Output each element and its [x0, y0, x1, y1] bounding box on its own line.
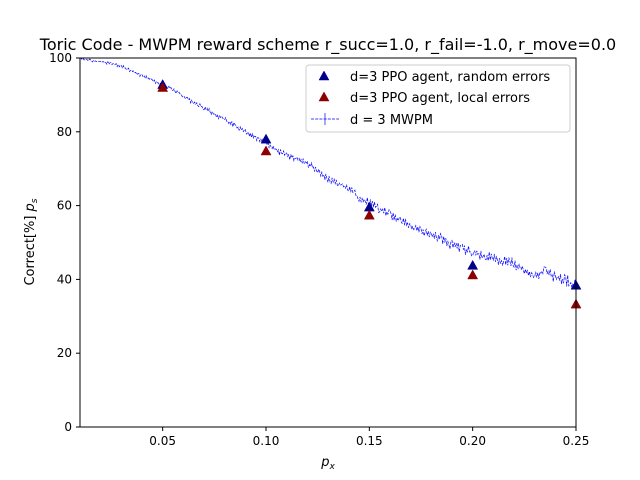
- y-tick-label: 0: [64, 420, 72, 434]
- random-errors-point: [260, 133, 272, 144]
- x-tick-label: 0.25: [563, 434, 590, 448]
- y-tick-label: 60: [57, 199, 72, 213]
- x-tick-label: 0.05: [149, 434, 176, 448]
- local-errors-point: [157, 82, 169, 92]
- legend-label: d = 3 MWPM: [350, 113, 433, 128]
- marker-layer: [157, 79, 582, 309]
- legend-marker-random: [318, 70, 330, 81]
- x-tick-label: 0.20: [459, 434, 486, 448]
- local-errors-point: [260, 145, 272, 156]
- mwpm-series: [80, 57, 577, 288]
- y-tick-label: 20: [57, 346, 72, 360]
- local-errors-point: [467, 269, 479, 280]
- legend: d=3 PPO agent, random errors d=3 PPO agen…: [305, 64, 571, 133]
- x-tick-label: 0.10: [253, 434, 280, 448]
- y-tick-label: 40: [57, 272, 72, 286]
- mwpm-line: [80, 57, 577, 288]
- chart-title: Toric Code - MWPM reward scheme r_succ=1…: [39, 35, 616, 55]
- y-tick-label: 100: [49, 51, 72, 65]
- axes-frame: [79, 57, 577, 428]
- legend-marker-local: [318, 91, 330, 102]
- random-errors-point: [467, 259, 479, 270]
- y-axis-label: Correct[%] ps: [23, 198, 40, 285]
- y-axis: 0 20 40 60 80 100: [49, 51, 80, 434]
- local-errors-point: [363, 209, 375, 220]
- x-tick-label: 0.15: [356, 434, 383, 448]
- legend-label: d=3 PPO agent, local errors: [350, 91, 530, 106]
- legend-label: d=3 PPO agent, random errors: [350, 70, 550, 85]
- x-axis: 0.05 0.10 0.15 0.20 0.25: [149, 427, 589, 448]
- legend-box: [305, 64, 571, 133]
- y-tick-label: 80: [57, 125, 72, 139]
